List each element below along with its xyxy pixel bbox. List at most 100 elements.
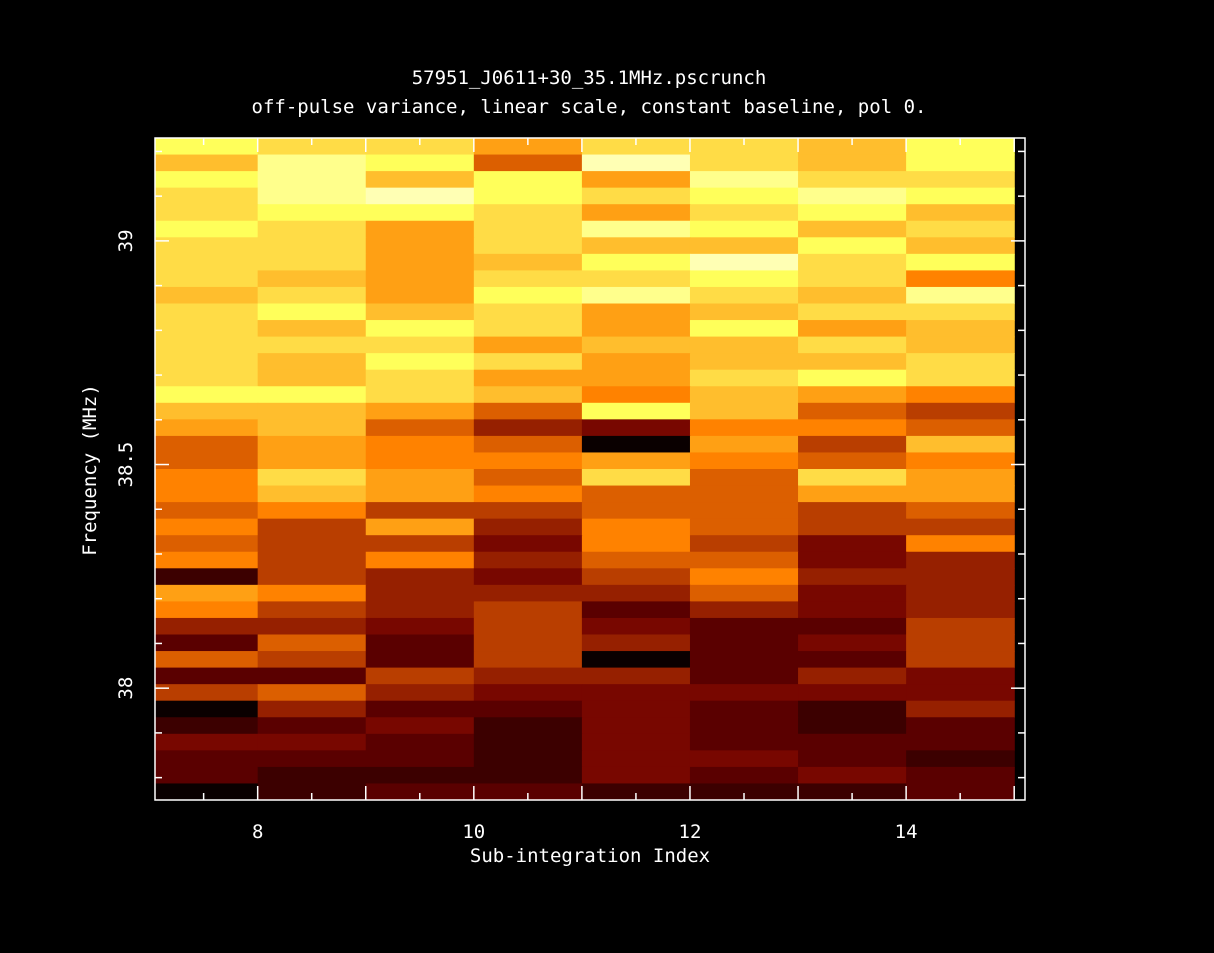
heatmap-cell (257, 320, 367, 338)
heatmap-cell (473, 733, 583, 751)
heatmap-cell (798, 469, 907, 487)
heatmap-cell (365, 270, 475, 288)
heatmap-cell (798, 651, 907, 669)
heatmap-cell (689, 634, 799, 652)
heatmap-cell (689, 237, 799, 255)
heatmap-cell (155, 584, 259, 602)
heatmap-cell (906, 419, 1015, 437)
heatmap-cell (906, 286, 1015, 305)
chart-subtitle: off-pulse variance, linear scale, consta… (252, 96, 927, 118)
heatmap-cell (155, 220, 259, 238)
heatmap-cell (798, 551, 907, 569)
heatmap-cell (689, 568, 799, 586)
heatmap-cell (581, 270, 691, 288)
heatmap-cell (257, 303, 367, 321)
heatmap-cell (798, 634, 907, 652)
heatmap-cell (473, 336, 583, 354)
heatmap-cell (365, 320, 475, 338)
heatmap-cell (257, 601, 367, 619)
heatmap-cell (365, 369, 475, 387)
chart-title: 57951_J0611+30_35.1MHz.pscrunch (412, 67, 767, 89)
y-tick-label: 39 (115, 229, 137, 252)
heatmap-cell (473, 502, 583, 520)
heatmap-cell (257, 253, 367, 271)
heatmap-cell (906, 634, 1015, 652)
heatmap-cell (581, 386, 691, 404)
heatmap-cell (581, 187, 691, 205)
heatmap-cell (257, 783, 367, 801)
heatmap-cell (155, 502, 259, 520)
heatmap-cell (906, 253, 1015, 271)
heatmap-cell (155, 171, 259, 189)
heatmap-cell (906, 138, 1015, 156)
heatmap-cell (473, 535, 583, 553)
heatmap-cell (365, 551, 475, 569)
heatmap-cell (155, 551, 259, 569)
heatmap-cell (581, 651, 691, 669)
heatmap-cell (257, 402, 367, 420)
heatmap-cell (473, 220, 583, 238)
heatmap-cell (689, 336, 799, 354)
heatmap-cell (257, 336, 367, 354)
heatmap-cell (798, 154, 907, 172)
heatmap-cell (473, 584, 583, 602)
heatmap-cell (689, 601, 799, 619)
heatmap-cell (365, 402, 475, 420)
heatmap-cell (581, 783, 691, 801)
heatmap-cell (581, 320, 691, 338)
heatmap-cell (365, 435, 475, 454)
heatmap-cell (906, 303, 1015, 321)
heatmap-cell (906, 733, 1015, 751)
heatmap-cell (155, 700, 259, 718)
heatmap-cell (155, 369, 259, 387)
heatmap-cell (473, 171, 583, 189)
heatmap-cell (798, 667, 907, 685)
heatmap-cell (689, 154, 799, 172)
heatmap-cell (906, 204, 1015, 222)
heatmap-cell (155, 154, 259, 172)
heatmap-cell (689, 187, 799, 205)
heatmap-cell (906, 220, 1015, 238)
heatmap-cell (798, 419, 907, 437)
heatmap-cell (155, 286, 259, 305)
heatmap-cell (155, 750, 259, 768)
heatmap-cell (906, 402, 1015, 420)
heatmap-cell (906, 700, 1015, 718)
heatmap-cell (689, 617, 799, 636)
heatmap-cell (689, 733, 799, 751)
heatmap-cell (798, 700, 907, 718)
heatmap-cell (798, 733, 907, 751)
heatmap-cell (155, 535, 259, 553)
heatmap-cell (473, 154, 583, 172)
heatmap-cell (689, 783, 799, 801)
heatmap-cell (473, 320, 583, 338)
heatmap-cell (798, 253, 907, 271)
heatmap-cell (365, 502, 475, 520)
heatmap-cell (906, 386, 1015, 404)
heatmap-cell (365, 303, 475, 321)
heatmap-cell (365, 535, 475, 553)
heatmap-cell (581, 733, 691, 751)
heatmap-cell (689, 551, 799, 569)
heatmap-cell (906, 187, 1015, 205)
heatmap-cell (906, 369, 1015, 387)
heatmap-cell (257, 700, 367, 718)
heatmap-cell (155, 336, 259, 354)
heatmap-cell (798, 601, 907, 619)
heatmap-cell (257, 667, 367, 685)
heatmap-cell (581, 717, 691, 735)
heatmap-cell (473, 253, 583, 271)
heatmap-cell (473, 237, 583, 255)
heatmap-cell (473, 419, 583, 437)
heatmap-cell (581, 435, 691, 454)
heatmap-cell (257, 584, 367, 602)
heatmap-cell (689, 138, 799, 156)
heatmap-cell (155, 452, 259, 470)
heatmap-cell (155, 270, 259, 288)
heatmap-cell (257, 435, 367, 454)
heatmap-cell (365, 204, 475, 222)
heatmap-cell (257, 187, 367, 205)
heatmap-cell (257, 171, 367, 189)
heatmap-cell (473, 651, 583, 669)
heatmap-cell (473, 750, 583, 768)
